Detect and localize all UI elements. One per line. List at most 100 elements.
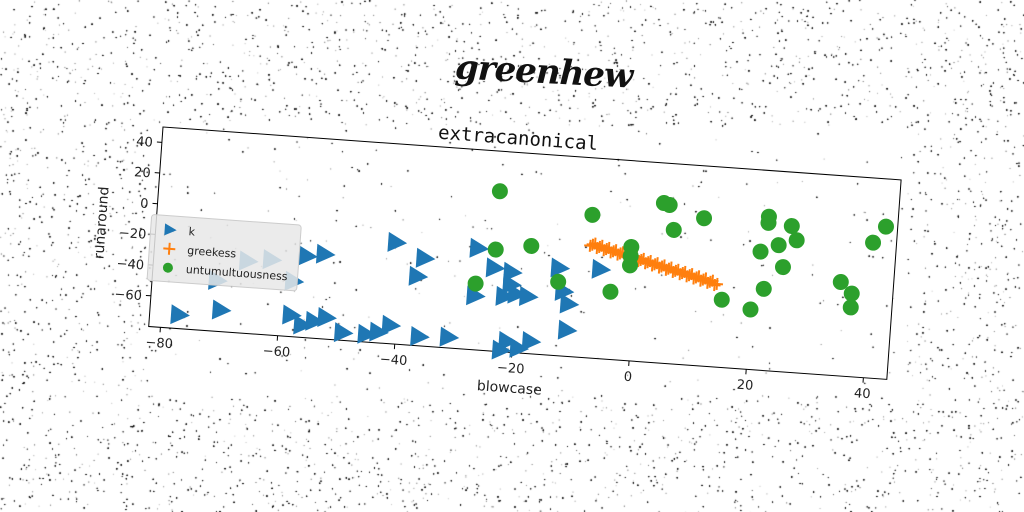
k-point — [317, 307, 337, 328]
k-point — [491, 339, 512, 360]
k-point — [485, 257, 506, 278]
x-tick-label: 20 — [736, 378, 754, 394]
greekess-point — [644, 257, 647, 270]
greekess-point — [588, 239, 592, 252]
legend-label: k — [188, 225, 196, 238]
greekess-point — [653, 258, 657, 271]
k-point — [439, 326, 460, 347]
greekess-point — [701, 273, 705, 286]
series-greekess — [584, 237, 724, 292]
chart-title: extracanonical — [437, 122, 598, 155]
untumultuousness-point — [602, 283, 619, 300]
k-point — [559, 293, 580, 314]
k-point — [211, 299, 232, 320]
x-tick-label: −80 — [145, 335, 173, 352]
k-point — [410, 326, 430, 346]
greekess-point — [639, 253, 643, 267]
legend-untumultuousness-marker — [162, 262, 173, 273]
greekess-point — [692, 272, 696, 285]
k-point — [333, 322, 354, 343]
untumultuousness-point — [843, 285, 860, 302]
k-point — [495, 285, 516, 306]
greekess-point — [708, 275, 712, 288]
y-tick-label: 0 — [140, 197, 149, 213]
k-point — [469, 237, 490, 258]
greekess-point — [667, 262, 671, 275]
greekess-point — [591, 238, 595, 251]
untumultuousness-point — [696, 210, 713, 227]
untumultuousness-point — [665, 221, 682, 238]
y-axis-label: runaround — [91, 186, 112, 260]
greekess-point — [664, 263, 668, 276]
x-tick-label: −40 — [379, 352, 407, 369]
k-point — [415, 247, 436, 268]
x-tick-label: −20 — [496, 361, 524, 378]
y-tick-label: 40 — [136, 135, 154, 151]
greekess-point — [678, 268, 682, 281]
greekess-point — [681, 266, 684, 280]
legend-box — [146, 214, 302, 292]
untumultuousness-point — [770, 237, 787, 254]
k-point — [591, 258, 612, 279]
untumultuousness-point — [742, 301, 759, 318]
k-point — [298, 245, 318, 266]
untumultuousness-point — [842, 299, 859, 316]
x-tick-label: −60 — [262, 344, 290, 361]
untumultuousness-point — [622, 257, 639, 274]
y-tick-label: −20 — [118, 226, 146, 243]
greekess-point — [611, 245, 615, 258]
legend-k-marker — [164, 223, 177, 236]
k-point — [509, 337, 530, 358]
greekess-point — [646, 256, 650, 269]
untumultuousness-point — [865, 234, 882, 251]
greekess-point — [706, 276, 710, 289]
k-point — [498, 330, 518, 351]
greekess-point — [715, 277, 719, 290]
untumultuousness-point — [467, 275, 484, 292]
legend-greekess-marker — [167, 242, 171, 255]
k-point — [315, 243, 336, 264]
greekess-point — [598, 240, 601, 253]
greekess-point — [602, 244, 606, 257]
untumultuousness-point — [491, 183, 508, 200]
y-tick-label: 20 — [134, 165, 152, 181]
k-point — [550, 257, 571, 278]
greekess-point — [671, 265, 675, 279]
k-point — [282, 304, 302, 325]
greekess-point — [713, 278, 716, 292]
untumultuousness-point — [487, 241, 504, 258]
k-point — [557, 319, 578, 340]
greekess-point — [618, 247, 622, 260]
k-point — [518, 286, 539, 306]
x-tick-label: 40 — [853, 386, 871, 402]
untumultuousness-point — [755, 280, 772, 297]
greekess-point — [685, 270, 689, 283]
untumultuousness-point — [752, 243, 769, 260]
untumultuousness-point — [788, 232, 805, 249]
x-axis-label: blowcase — [476, 378, 542, 399]
series-untumultuousness — [467, 183, 894, 318]
plot-area: −80 −60 −40 −20 0 20 40 40 20 0 −20 −40 −60 extracano… — [91, 122, 902, 402]
k-point — [521, 330, 542, 351]
k-point — [503, 261, 523, 282]
k-point — [293, 314, 313, 335]
untumultuousness-point — [774, 259, 791, 276]
greekess-point — [687, 269, 691, 282]
greekess-point — [650, 259, 654, 272]
greekess-point — [605, 243, 608, 256]
untumultuousness-point — [877, 218, 894, 235]
legend-label: greekess — [187, 244, 237, 260]
k-point — [369, 321, 389, 342]
k-point — [357, 323, 377, 344]
greekess-point — [699, 274, 703, 287]
k-point — [387, 231, 408, 252]
untumultuousness-point — [584, 206, 601, 223]
greekess-point — [609, 246, 613, 259]
untumultuousness-point — [523, 237, 540, 254]
k-point — [507, 283, 528, 304]
greekess-point — [674, 264, 677, 277]
k-point — [408, 265, 429, 286]
